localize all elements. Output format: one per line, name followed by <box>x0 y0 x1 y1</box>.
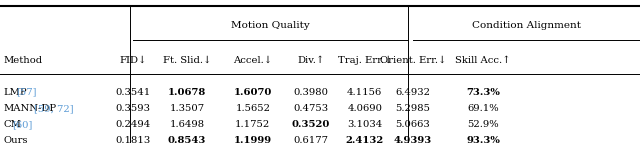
Text: 2.4132: 2.4132 <box>346 136 384 143</box>
Text: 0.3541: 0.3541 <box>115 88 151 97</box>
Text: 1.0678: 1.0678 <box>168 88 206 97</box>
Text: 0.6177: 0.6177 <box>294 136 328 143</box>
Text: FID↓: FID↓ <box>120 56 147 64</box>
Text: 52.9%: 52.9% <box>467 120 499 129</box>
Text: Condition Alignment: Condition Alignment <box>472 21 581 30</box>
Text: 0.3593: 0.3593 <box>116 104 150 113</box>
Text: Method: Method <box>3 56 42 64</box>
Text: Traj. Err.↓: Traj. Err.↓ <box>338 55 392 65</box>
Text: 5.2985: 5.2985 <box>396 104 430 113</box>
Text: 0.3520: 0.3520 <box>292 120 330 129</box>
Text: MANN-DP: MANN-DP <box>3 104 56 113</box>
Text: 1.1999: 1.1999 <box>234 136 272 143</box>
Text: CM: CM <box>3 120 21 129</box>
Text: 1.6498: 1.6498 <box>170 120 204 129</box>
Text: 1.1752: 1.1752 <box>235 120 271 129</box>
Text: 4.1156: 4.1156 <box>347 88 383 97</box>
Text: [59, 72]: [59, 72] <box>34 104 74 113</box>
Text: 1.3507: 1.3507 <box>170 104 204 113</box>
Text: Ours: Ours <box>3 136 28 143</box>
Text: 0.3980: 0.3980 <box>294 88 328 97</box>
Text: Skill Acc.↑: Skill Acc.↑ <box>456 56 511 64</box>
Text: 0.4753: 0.4753 <box>294 104 328 113</box>
Text: 73.3%: 73.3% <box>467 88 500 97</box>
Text: Div.↑: Div.↑ <box>298 56 324 64</box>
Text: [60]: [60] <box>12 120 32 129</box>
Text: 4.9393: 4.9393 <box>394 136 432 143</box>
Text: Ft. Slid.↓: Ft. Slid.↓ <box>163 56 211 64</box>
Text: 93.3%: 93.3% <box>467 136 500 143</box>
Text: 1.5652: 1.5652 <box>236 104 270 113</box>
Text: 0.2494: 0.2494 <box>115 120 151 129</box>
Text: Accel.↓: Accel.↓ <box>233 56 273 64</box>
Text: Orient. Err.↓: Orient. Err.↓ <box>380 56 446 64</box>
Text: LMP: LMP <box>3 88 27 97</box>
Text: 3.1034: 3.1034 <box>347 120 383 129</box>
Text: 0.8543: 0.8543 <box>168 136 206 143</box>
Text: 5.0663: 5.0663 <box>396 120 430 129</box>
Text: 6.4932: 6.4932 <box>396 88 430 97</box>
Text: 1.6070: 1.6070 <box>234 88 272 97</box>
Text: [57]: [57] <box>16 88 36 97</box>
Text: 4.0690: 4.0690 <box>348 104 382 113</box>
Text: Motion Quality: Motion Quality <box>231 21 310 30</box>
Text: 69.1%: 69.1% <box>467 104 499 113</box>
Text: 0.1813: 0.1813 <box>115 136 151 143</box>
